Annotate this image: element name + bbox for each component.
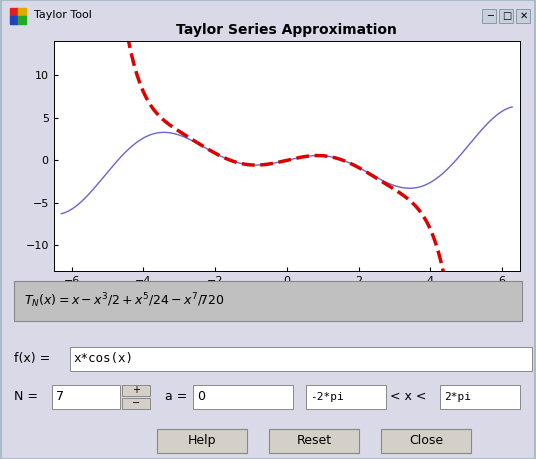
Text: N =: N = (14, 391, 38, 403)
Title: Taylor Series Approximation: Taylor Series Approximation (176, 23, 397, 37)
Text: Reset: Reset (296, 435, 332, 448)
Bar (10, 8, 18, 16)
Text: □: □ (502, 11, 512, 21)
Text: x*cos(x): x*cos(x) (74, 353, 134, 365)
Text: ─: ─ (487, 11, 493, 21)
Text: 2*pi: 2*pi (444, 392, 471, 402)
FancyBboxPatch shape (122, 385, 150, 396)
Text: < x <: < x < (390, 391, 426, 403)
Text: 7: 7 (56, 391, 64, 403)
Text: a =: a = (165, 391, 188, 403)
Text: ✕: ✕ (520, 11, 528, 21)
Text: Close: Close (409, 435, 443, 448)
FancyBboxPatch shape (499, 9, 513, 23)
Bar (10, 16, 18, 24)
Text: f(x) =: f(x) = (14, 353, 50, 365)
Text: −: − (132, 398, 140, 408)
FancyBboxPatch shape (482, 9, 496, 23)
FancyBboxPatch shape (193, 385, 293, 409)
Bar (18, 8, 26, 16)
Text: $T_N(x) = x - x^3/2 + x^5/24 - x^7/720$: $T_N(x) = x - x^3/2 + x^5/24 - x^7/720$ (24, 291, 225, 310)
FancyBboxPatch shape (52, 385, 120, 409)
FancyBboxPatch shape (516, 9, 530, 23)
Text: -2*pi: -2*pi (310, 392, 344, 402)
FancyBboxPatch shape (269, 429, 359, 453)
FancyBboxPatch shape (14, 281, 522, 321)
Text: Help: Help (188, 435, 216, 448)
FancyBboxPatch shape (306, 385, 386, 409)
FancyBboxPatch shape (381, 429, 471, 453)
Text: 0: 0 (197, 391, 205, 403)
FancyBboxPatch shape (157, 429, 247, 453)
Text: +: + (132, 385, 140, 395)
FancyBboxPatch shape (70, 347, 532, 371)
Bar (18, 16, 26, 24)
FancyBboxPatch shape (440, 385, 520, 409)
Text: Taylor Tool: Taylor Tool (34, 10, 92, 20)
FancyBboxPatch shape (122, 398, 150, 409)
